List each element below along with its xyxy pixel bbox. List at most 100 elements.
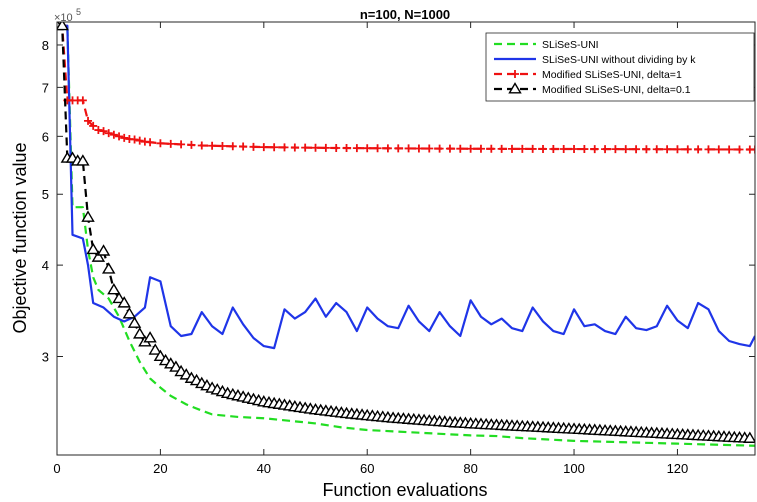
x-axis-label: Function evaluations [322, 480, 487, 500]
data-point [507, 144, 516, 153]
data-point [239, 142, 248, 151]
data-point [528, 144, 537, 153]
data-point [497, 144, 506, 153]
data-point [539, 144, 548, 153]
data-point [476, 144, 485, 153]
data-point [570, 145, 579, 154]
x-tick-label: 40 [257, 461, 271, 476]
data-point [342, 144, 351, 153]
data-point [148, 343, 162, 355]
data-point [280, 143, 289, 152]
data-point [117, 296, 131, 308]
data-point [112, 291, 126, 304]
legend-item: Modified SLiSeS-UNI, delta=1 [494, 69, 682, 81]
data-point [456, 144, 465, 153]
y-tick-label: 3 [42, 349, 49, 364]
series-4 [57, 22, 755, 443]
data-point [642, 145, 651, 154]
data-point [109, 130, 118, 139]
data-point [177, 140, 186, 149]
data-point [580, 145, 589, 154]
y-exponent-power: 5 [76, 7, 81, 17]
data-point [146, 138, 155, 147]
series-3 [57, 22, 755, 154]
y-exponent-base: ×10 [54, 12, 73, 24]
series-line [57, 24, 755, 350]
data-point [130, 135, 139, 144]
axes: 0 20 40 60 80 100 120 3 4 5 6 7 8 [42, 21, 756, 476]
series-line [57, 24, 755, 447]
data-point [632, 145, 641, 154]
data-point [714, 145, 723, 154]
data-point [683, 145, 692, 154]
data-point [290, 143, 299, 152]
data-point [135, 136, 144, 145]
data-point [652, 145, 661, 154]
data-point [435, 144, 444, 153]
chart-title: n=100, N=1000 [360, 7, 450, 22]
data-point [743, 431, 755, 443]
data-point [115, 132, 124, 141]
data-point [601, 145, 610, 154]
data-point [301, 143, 310, 152]
y-exponent-label: ×10 5 [54, 7, 81, 24]
data-point [394, 144, 403, 153]
plot-area [57, 22, 755, 447]
legend-item: SLiSeS-UNI without dividing by k [494, 54, 696, 66]
data-point [694, 145, 703, 154]
data-point [86, 242, 100, 255]
data-point [735, 145, 744, 154]
legend-label: SLiSeS-UNI without dividing by k [542, 54, 696, 66]
data-point [94, 126, 103, 135]
data-point [76, 154, 90, 166]
data-point [57, 22, 69, 31]
data-point [466, 144, 475, 153]
data-point [363, 144, 372, 153]
data-point [133, 327, 147, 339]
x-tick-label: 20 [153, 461, 167, 476]
legend: SLiSeS-UNI SLiSeS-UNI without dividing by… [485, 32, 755, 102]
data-point [270, 143, 279, 152]
legend-marker [508, 82, 522, 94]
data-point [704, 145, 713, 154]
series-2 [57, 24, 755, 350]
data-point [218, 142, 227, 151]
data-point [611, 145, 620, 154]
data-point [663, 145, 672, 154]
data-point [352, 144, 361, 153]
legend-item: SLiSeS-UNI [494, 39, 599, 51]
data-point [78, 96, 87, 105]
data-point [96, 244, 111, 256]
x-tick-label: 0 [53, 461, 60, 476]
data-point [404, 144, 413, 153]
axes-box [56, 21, 756, 456]
legend-marker [511, 70, 519, 78]
data-point [518, 144, 527, 153]
data-point [127, 316, 142, 328]
x-tick-label: 60 [360, 461, 374, 476]
legend-label: SLiSeS-UNI [542, 39, 599, 51]
legend-item: Modified SLiSeS-UNI, delta=0.1 [494, 82, 691, 96]
y-tick-label: 8 [42, 38, 49, 53]
legend-label: Modified SLiSeS-UNI, delta=1 [542, 69, 682, 81]
data-point [104, 129, 113, 138]
data-point [321, 143, 330, 152]
y-tick-label: 7 [42, 80, 49, 95]
legend-label: Modified SLiSeS-UNI, delta=0.1 [542, 84, 691, 96]
data-point [445, 144, 454, 153]
data-point [259, 143, 268, 152]
data-point [425, 144, 434, 153]
y-axis-label: Objective function value [10, 142, 30, 333]
x-tick-label: 100 [563, 461, 585, 476]
data-point [208, 141, 217, 150]
data-point [249, 142, 258, 151]
data-point [187, 140, 196, 149]
data-point [107, 283, 121, 295]
data-point [169, 360, 183, 372]
data-point [84, 116, 93, 125]
x-tick-label: 120 [667, 461, 689, 476]
legend-box [485, 32, 755, 102]
data-point [621, 145, 630, 154]
x-tick-label: 80 [463, 461, 477, 476]
